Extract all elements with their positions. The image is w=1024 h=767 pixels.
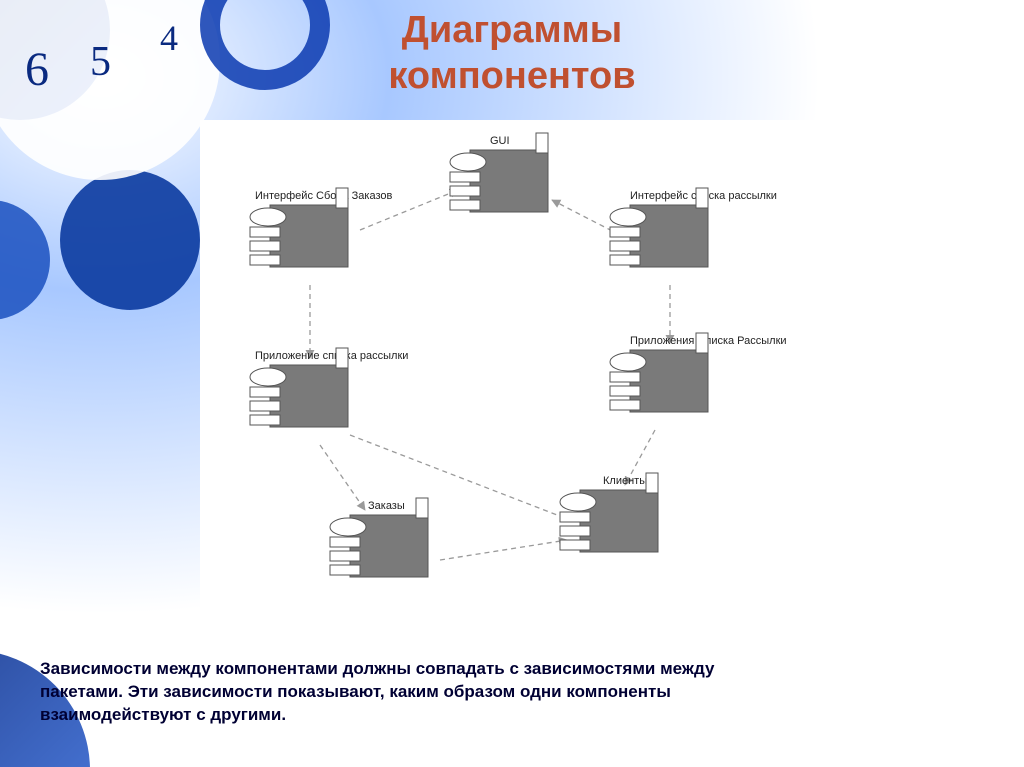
component-psr_left: Приложение списка рассылки: [250, 348, 408, 427]
slide-title: Диаграммы компонентов: [0, 8, 1024, 99]
component-label: Приложение списка рассылки: [255, 350, 408, 362]
component-zak: Заказы: [330, 498, 428, 577]
component-psr_right: Приложения Списка Рассылки: [610, 333, 787, 412]
dependency-arrow: [320, 445, 365, 510]
dependency-arrow: [440, 540, 567, 560]
component-label: Клиенты: [603, 475, 647, 487]
component-gui: GUI: [450, 133, 548, 212]
component-label: Интерфейс Сбора Заказов: [255, 190, 393, 202]
title-line-1: Диаграммы: [0, 8, 1024, 54]
component-isz: Интерфейс Сбора Заказов: [250, 188, 393, 267]
component-diagram: GUI Интерфейс Сбора Заказов Интерфейс спис…: [200, 120, 850, 620]
title-line-2: компонентов: [0, 54, 1024, 100]
component-isr: Интерфейс списка рассылки: [610, 188, 777, 267]
component-kli: Клиенты: [560, 473, 658, 552]
component-label: GUI: [490, 135, 510, 147]
component-label: Заказы: [368, 500, 405, 512]
description-text: Зависимости между компонентами должны со…: [40, 658, 760, 727]
